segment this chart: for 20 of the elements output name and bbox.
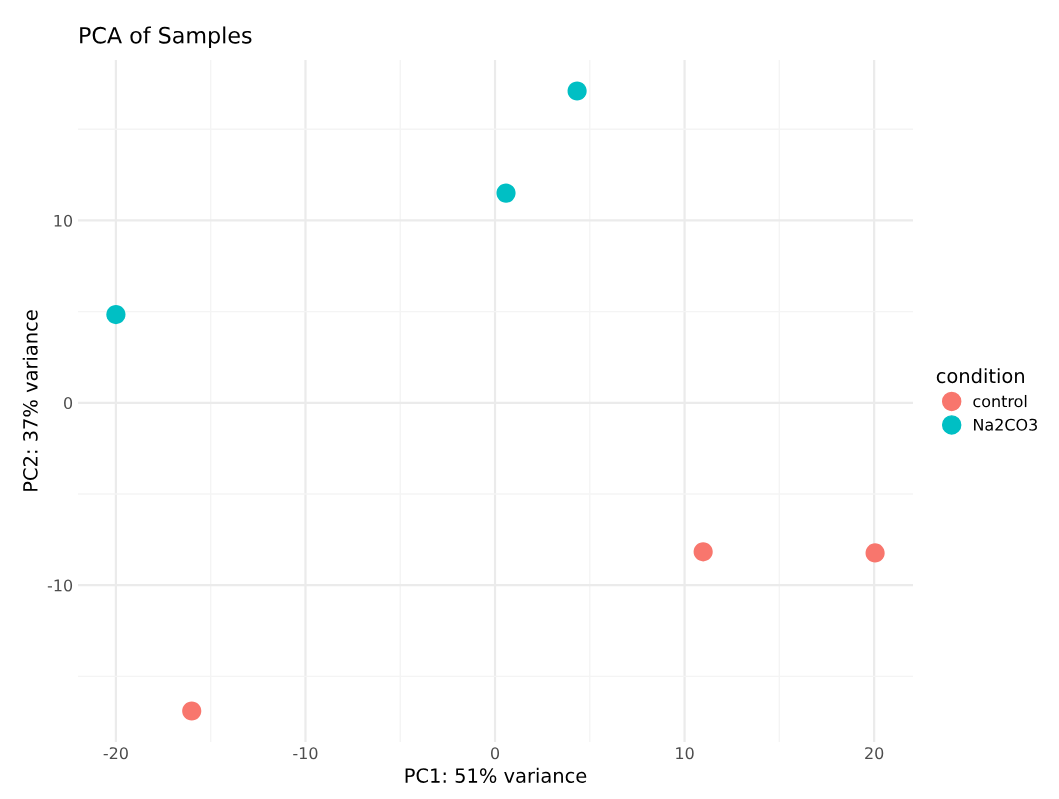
x-tick-label: 10 bbox=[676, 747, 694, 760]
legend-label: Na2CO3 bbox=[974, 418, 1037, 431]
point bbox=[865, 543, 885, 563]
x-tick-label: 20 bbox=[865, 747, 884, 760]
x-axis-title: PC1: 51% variance bbox=[405, 767, 587, 783]
point bbox=[693, 542, 713, 562]
chart-title: PCA of Samples bbox=[80, 26, 252, 48]
x-tick-label: -20 bbox=[103, 747, 128, 760]
point bbox=[496, 183, 516, 203]
point bbox=[567, 81, 587, 101]
y-axis-title: PC2: 37% variance bbox=[22, 310, 38, 491]
x-tick-label: -10 bbox=[293, 747, 318, 760]
legend-title: condition bbox=[936, 368, 1024, 384]
point bbox=[106, 304, 126, 325]
x-tick-label: 0 bbox=[491, 747, 500, 760]
y-tick-label: -10 bbox=[47, 579, 73, 592]
legend-label: control bbox=[973, 394, 1027, 408]
y-tick-label: 0 bbox=[64, 397, 73, 410]
y-tick-label: 10 bbox=[54, 214, 73, 227]
point bbox=[182, 701, 202, 721]
